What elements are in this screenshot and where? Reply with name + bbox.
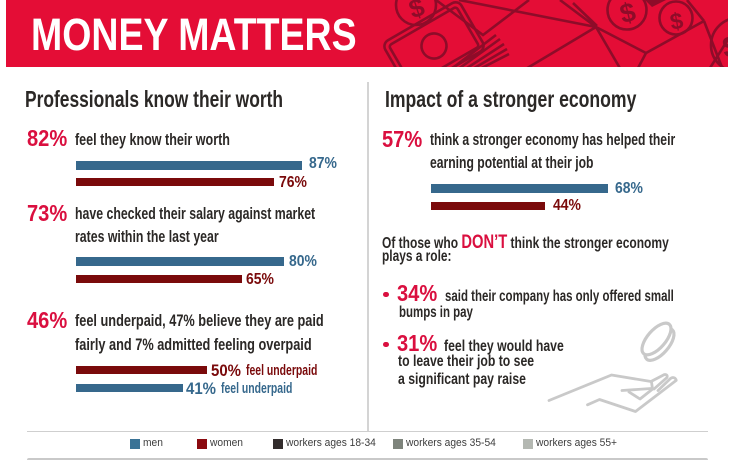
svg-text:$: $ xyxy=(720,30,728,65)
svg-text:$: $ xyxy=(668,7,685,35)
svg-text:$: $ xyxy=(405,0,429,24)
svg-text:$: $ xyxy=(617,0,639,29)
